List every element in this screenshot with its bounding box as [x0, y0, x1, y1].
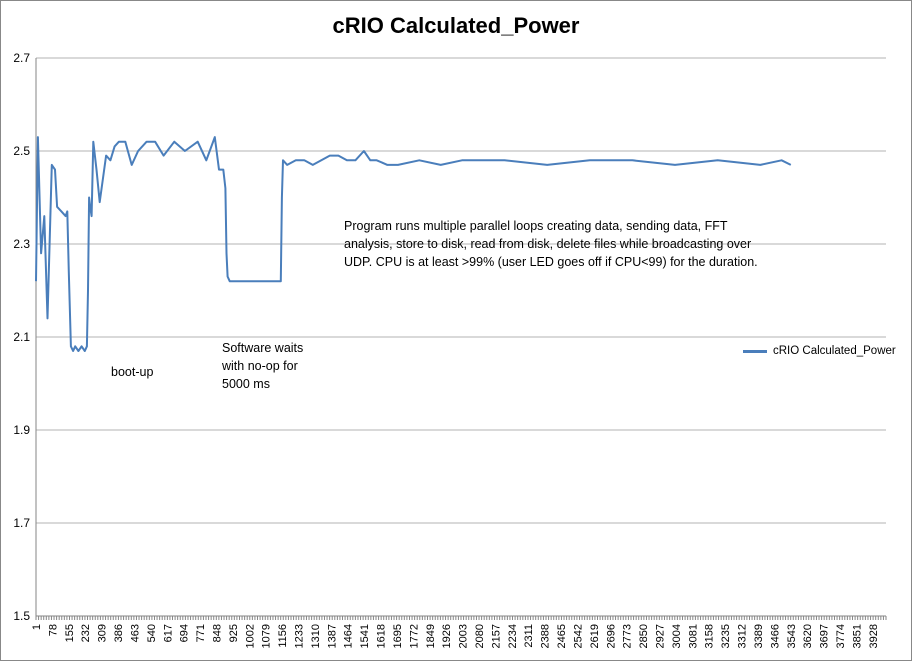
x-tick-label: 1310 — [310, 624, 322, 648]
x-tick-label: 1695 — [392, 624, 404, 648]
annotation-program-runs: Program runs multiple parallel loops cre… — [344, 219, 758, 269]
x-tick-label: 3081 — [687, 624, 699, 648]
y-tick-label: 2.1 — [13, 330, 30, 344]
legend: cRIO Calculated_Power — [743, 345, 896, 357]
x-tick-label: 617 — [162, 624, 174, 642]
x-tick-label: 771 — [195, 624, 207, 642]
legend-swatch — [743, 349, 767, 353]
x-tick-label: 1618 — [376, 624, 388, 648]
y-tick-label: 2.5 — [13, 144, 30, 158]
x-tick-label: 232 — [80, 624, 92, 642]
x-tick-label: 1079 — [261, 624, 273, 648]
x-tick-label: 540 — [146, 624, 158, 642]
x-tick-label: 2388 — [540, 624, 552, 648]
x-tick-label: 1002 — [244, 624, 256, 648]
legend-label: cRIO Calculated_Power — [773, 345, 896, 357]
x-tick-label: 1 — [31, 624, 43, 630]
x-tick-label: 1926 — [441, 624, 453, 648]
x-tick-label: 2927 — [654, 624, 666, 648]
y-tick-label: 2.7 — [13, 51, 30, 65]
x-tick-label: 463 — [129, 624, 141, 642]
x-tick-label: 155 — [64, 624, 76, 642]
y-tick-label: 1.7 — [13, 516, 30, 530]
x-tick-label: 2080 — [474, 624, 486, 648]
x-tick-label: 848 — [211, 624, 223, 642]
x-tick-label: 1387 — [326, 624, 338, 648]
x-tick-label: 1541 — [359, 624, 371, 648]
x-tick-label: 2619 — [589, 624, 601, 648]
x-tick-label: 2696 — [605, 624, 617, 648]
x-tick-label: 3697 — [819, 624, 831, 648]
x-tick-label: 3928 — [868, 624, 880, 648]
x-tick-label: 1849 — [425, 624, 437, 648]
x-tick-label: 1233 — [294, 624, 306, 648]
y-tick-label: 1.9 — [13, 423, 30, 437]
x-tick-label: 3235 — [720, 624, 732, 648]
x-tick-label: 694 — [179, 624, 191, 642]
x-axis: 1 78 155 232 309 386 463 540 617 694 771 848 925 1002… — [31, 616, 887, 648]
y-tick-label: 1.5 — [13, 609, 30, 623]
x-tick-label: 386 — [113, 624, 125, 642]
x-tick-label: 3389 — [753, 624, 765, 648]
annotation-software-waits: Software waits with no-op for 5000 ms — [222, 341, 304, 391]
x-tick-label: 3774 — [835, 624, 847, 648]
x-tick-label: 3004 — [671, 624, 683, 648]
x-tick-label: 1464 — [343, 624, 355, 648]
x-tick-label: 2542 — [572, 624, 584, 648]
x-tick-label: 3158 — [704, 624, 716, 648]
x-tick-label: 2157 — [490, 624, 502, 648]
x-tick-label: 2850 — [638, 624, 650, 648]
x-tick-label: 309 — [97, 624, 109, 642]
x-tick-label: 3620 — [802, 624, 814, 648]
x-tick-label: 3466 — [769, 624, 781, 648]
x-tick-label: 3851 — [851, 624, 863, 648]
chart-title: cRIO Calculated_Power — [332, 13, 580, 38]
x-tick-label: 3543 — [786, 624, 798, 648]
x-tick-label: 2311 — [523, 624, 535, 648]
x-tick-label: 925 — [228, 624, 240, 642]
x-tick-label: 3312 — [737, 624, 749, 648]
series-line-crio-calculated-power — [35, 136, 792, 352]
annotation-boot-up: boot-up — [111, 365, 154, 379]
y-axis: 1.5 1.7 1.9 2.1 2.3 2.5 2.7 — [13, 51, 37, 623]
gridlines — [36, 57, 886, 617]
x-tick-label: 2234 — [507, 624, 519, 648]
x-tick-label: 1156 — [277, 624, 289, 648]
x-tick-label: 2465 — [556, 624, 568, 648]
x-tick-label: 2773 — [622, 624, 634, 648]
y-tick-label: 2.3 — [13, 237, 30, 251]
x-tick-label: 2003 — [458, 624, 470, 648]
x-tick-label: 78 — [47, 624, 59, 636]
x-tick-label: 1772 — [408, 624, 420, 648]
